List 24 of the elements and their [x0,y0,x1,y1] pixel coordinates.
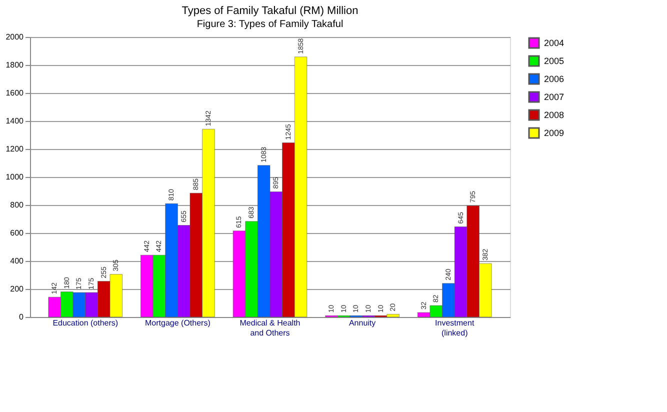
x-tick-label: Education (others) [52,318,118,328]
chart-title: Types of Family Takaful (RM) Million [182,5,358,17]
y-tick-label: 1000 [6,172,24,182]
caption: Figure 3: Types of Family Takaful [196,19,344,30]
y-tick-label: 2000 [6,32,24,42]
y-tick-label: 1600 [6,88,24,98]
x-tick-label: Mortgage (Others) [145,318,211,328]
y-tick-label: 1200 [6,144,24,154]
y-tick-label: 600 [10,228,24,238]
y-tick-label: 200 [10,284,24,294]
legend-label: 2009 [544,128,564,138]
legend-label: 2006 [544,74,564,84]
legend-label: 2007 [544,92,564,102]
legend-label: 2008 [544,110,564,120]
legend-label: 2005 [544,56,564,66]
y-tick-label: 0 [19,312,24,322]
y-tick-label: 800 [10,200,24,210]
y-tick-label: 400 [10,256,24,266]
x-tick-label: Investment (linked) [435,318,475,338]
y-tick-label: 1800 [6,60,24,70]
x-tick-label: Medical & Health and Others [240,318,300,338]
legend-label: 2004 [544,38,564,48]
y-tick-label: 1400 [6,116,24,126]
x-tick-label: Annuity [348,318,376,328]
